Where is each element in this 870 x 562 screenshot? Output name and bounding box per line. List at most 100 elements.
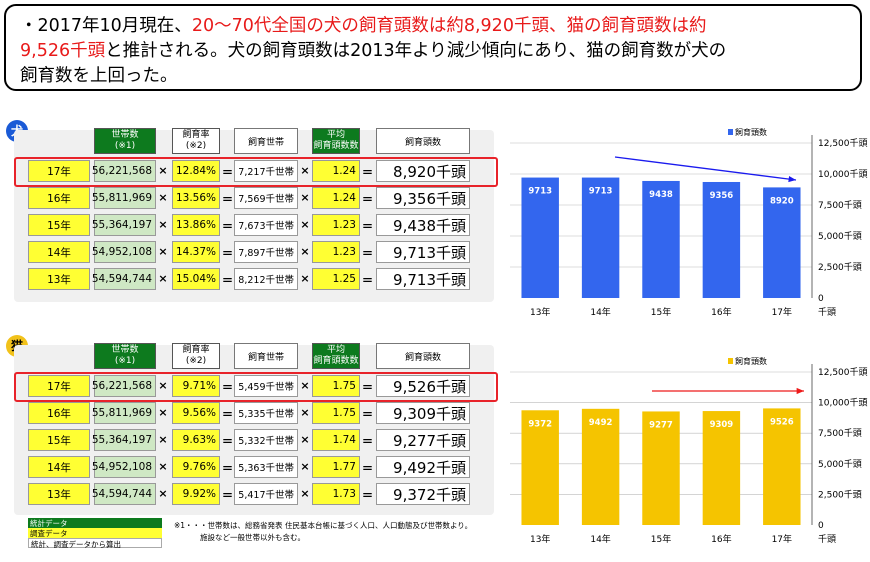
cat-equals-op: ＝ <box>222 381 233 394</box>
dog-times-op: × <box>158 218 168 231</box>
cat-count-cell: 9,309千頭 <box>376 402 470 424</box>
cat-equals-op: ＝ <box>362 462 373 475</box>
dog-header-rate-label: 飼育率 <box>182 130 210 140</box>
bar-data-label: 9309 <box>710 420 734 430</box>
cat-header-avg: 平均 飼育頭数数 <box>312 343 360 369</box>
trend-arrow <box>652 387 804 395</box>
cat-rate-cell: 9.56% <box>172 402 220 424</box>
summary-highlight-1: 20～70代全国の犬の飼育頭数は約8,920千頭、猫の飼育頭数は約 <box>191 16 707 36</box>
cat-year-cell: 14年 <box>28 456 90 478</box>
dog-times-op: × <box>300 191 310 204</box>
dog-rate-cell: 14.37% <box>172 241 220 263</box>
legend-label: 飼育頭数 <box>735 356 767 366</box>
cat-equals-op: ＝ <box>362 489 373 502</box>
cat-equals-op: ＝ <box>222 408 233 421</box>
dog-owning-cell: 7,673千世帯 <box>234 214 298 236</box>
dog-count-cell: 9,438千頭 <box>376 214 470 236</box>
bar-data-label: 9372 <box>528 419 552 429</box>
dog-year-cell: 13年 <box>28 268 90 290</box>
cat-households-cell: 54,594,744 <box>92 483 156 505</box>
x-tick-label: 13年 <box>530 306 550 318</box>
dog-header-owning: 飼育世帯 <box>234 128 298 154</box>
dog-owning-cell: 7,569千世帯 <box>234 187 298 209</box>
cat-owning-cell: 5,332千世帯 <box>234 429 298 451</box>
dog-rate-cell: 13.56% <box>172 187 220 209</box>
dog-times-op: × <box>158 164 168 177</box>
dog-households-cell: 56,221,568 <box>92 160 156 182</box>
dog-year-cell: 14年 <box>28 241 90 263</box>
bar-data-label: 9492 <box>589 418 613 428</box>
legend-survey-data: 調査データ <box>28 528 162 538</box>
dog-avg-cell: 1.24 <box>312 160 360 182</box>
cat-equals-op: ＝ <box>222 489 233 502</box>
dog-header-households-note: (※1) <box>114 141 136 151</box>
cat-rate-cell: 9.63% <box>172 429 220 451</box>
legend-label: 飼育頭数 <box>735 127 767 137</box>
y-tick-label: 7,500千頭 <box>818 428 862 439</box>
x-tick-label: 13年 <box>530 533 550 545</box>
dog-count-cell: 9,713千頭 <box>376 268 470 290</box>
bar <box>702 411 741 525</box>
x-tick-label: 17年 <box>772 533 792 545</box>
dog-highlight-box <box>14 157 498 187</box>
dog-rate-cell: 13.86% <box>172 214 220 236</box>
dog-times-op: × <box>158 191 168 204</box>
cat-header-avg-line1: 平均 <box>326 345 345 355</box>
cat-times-op: × <box>158 406 168 419</box>
y-tick-label: 0 <box>818 294 824 304</box>
cat-times-op: × <box>300 487 310 500</box>
trend-arrow-line <box>614 156 797 181</box>
cat-households-cell: 56,221,568 <box>92 375 156 397</box>
dog-header-count: 飼育頭数 <box>376 128 470 154</box>
cat-times-op: × <box>300 433 310 446</box>
cat-times-op: × <box>300 406 310 419</box>
dog-times-op: × <box>300 164 310 177</box>
dog-owning-cell: 7,897千世帯 <box>234 241 298 263</box>
dog-times-op: × <box>300 245 310 258</box>
x-tick-label: 14年 <box>590 306 610 318</box>
bar <box>763 187 801 298</box>
dog-equals-op: ＝ <box>222 193 233 206</box>
cat-equals-op: ＝ <box>222 435 233 448</box>
dog-year-cell: 17年 <box>28 160 90 182</box>
summary-rest-1: と推計される。犬の飼育頭数は2013年より減少傾向にあり、猫の飼育数が犬の <box>105 41 727 61</box>
cat-count-cell: 9,372千頭 <box>376 483 470 505</box>
bar <box>521 177 559 298</box>
cat-owning-cell: 5,459千世帯 <box>234 375 298 397</box>
cat-avg-cell: 1.77 <box>312 456 360 478</box>
dog-avg-cell: 1.24 <box>312 187 360 209</box>
y-tick-label: 12,500千頭 <box>818 367 868 378</box>
footnote-line-2: 施設など一般世帯以外も含む。 <box>200 533 305 542</box>
cat-header-avg-line2: 飼育頭数数 <box>313 356 359 366</box>
dog-equals-op: ＝ <box>362 247 373 260</box>
cat-avg-cell: 1.75 <box>312 402 360 424</box>
dog-equals-op: ＝ <box>362 193 373 206</box>
cat-equals-op: ＝ <box>362 408 373 421</box>
dog-header-avg: 平均 飼育頭数数 <box>312 128 360 154</box>
cat-count-cell: 9,492千頭 <box>376 456 470 478</box>
y-tick-label: 12,500千頭 <box>818 138 868 149</box>
dog-households-cell: 55,811,969 <box>92 187 156 209</box>
cat-times-op: × <box>158 379 168 392</box>
legend-calculated-data: 統計、調査データから算出 <box>28 538 162 549</box>
dog-equals-op: ＝ <box>362 166 373 179</box>
y-tick-label: 5,000千頭 <box>818 459 862 470</box>
trend-arrow <box>614 156 797 183</box>
legend-swatch <box>728 129 733 135</box>
x-tick-label: 17年 <box>772 306 792 318</box>
cat-rate-cell: 9.76% <box>172 456 220 478</box>
dog-header-rate: 飼育率 (※2) <box>172 128 220 154</box>
dog-count-chart: 0 2,500千頭 5,000千頭 7,500千頭 10,000千頭 12,500千頭千頭… <box>510 127 868 318</box>
dog-times-op: × <box>158 245 168 258</box>
cat-equals-op: ＝ <box>362 435 373 448</box>
trend-arrow-head <box>788 175 796 183</box>
dog-count-cell: 9,356千頭 <box>376 187 470 209</box>
y-tick-label: 0 <box>818 521 824 531</box>
y-unit-label: 千頭 <box>818 307 836 318</box>
bar <box>521 410 559 525</box>
summary-prefix: ・2017年10月現在、 <box>20 16 192 36</box>
dog-households-cell: 54,594,744 <box>92 268 156 290</box>
cat-count-chart: 0 2,500千頭 5,000千頭 7,500千頭 10,000千頭 12,500千頭千頭… <box>510 356 868 545</box>
dog-avg-cell: 1.25 <box>312 268 360 290</box>
bar-data-label: 9356 <box>710 191 734 201</box>
